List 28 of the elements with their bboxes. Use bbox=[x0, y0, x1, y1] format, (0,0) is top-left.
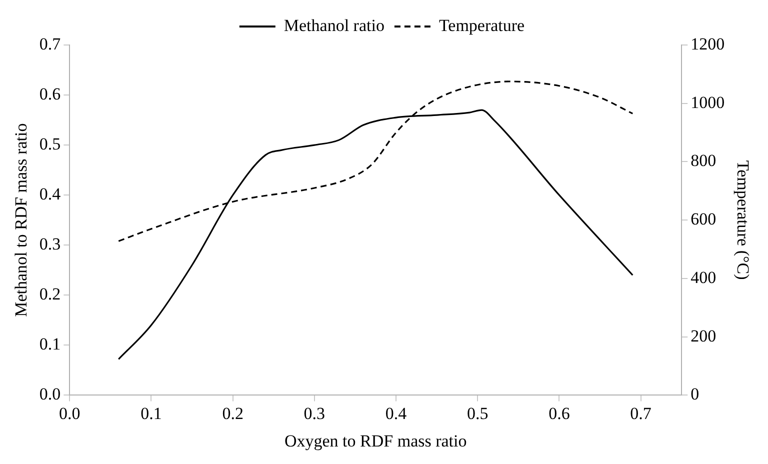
x-tick-label: 0.4 bbox=[385, 404, 408, 423]
x-axis-title: Oxygen to RDF mass ratio bbox=[284, 431, 467, 450]
y2-tick-label: 800 bbox=[690, 151, 716, 170]
y2-tick-label: 200 bbox=[690, 326, 716, 346]
y2-tick-label: 1000 bbox=[690, 92, 725, 112]
x-tick-label: 0.7 bbox=[630, 404, 652, 423]
y-tick-label: 0.3 bbox=[39, 234, 61, 254]
y2-tick-label: 600 bbox=[690, 210, 716, 229]
x-tick-label: 0.3 bbox=[304, 404, 326, 423]
x-tick-label: 0.0 bbox=[59, 404, 80, 423]
legend-label: Methanol ratio bbox=[284, 16, 384, 35]
x-tick-label: 0.6 bbox=[548, 404, 570, 423]
legend-label: Temperature bbox=[438, 16, 525, 35]
y-tick-label: 0.2 bbox=[39, 284, 61, 304]
y-axis-title: Methanol to RDF mass ratio bbox=[12, 123, 31, 317]
y2-tick-label: 400 bbox=[690, 268, 716, 287]
y-tick-label: 0.5 bbox=[39, 134, 61, 154]
y-tick-label: 0.4 bbox=[39, 184, 62, 204]
x-tick-label: 0.2 bbox=[222, 404, 244, 423]
x-tick-label: 0.1 bbox=[140, 404, 162, 423]
y2-axis-title: Temperature (°C) bbox=[733, 160, 752, 280]
x-tick-label: 0.5 bbox=[466, 404, 488, 423]
y2-tick-label: 0 bbox=[690, 384, 700, 404]
y-tick-label: 0.7 bbox=[39, 34, 62, 54]
y-tick-label: 0.1 bbox=[39, 334, 61, 354]
y-tick-label: 0.0 bbox=[39, 384, 61, 404]
y-tick-label: 0.6 bbox=[39, 84, 61, 104]
y2-tick-label: 1200 bbox=[690, 34, 725, 54]
